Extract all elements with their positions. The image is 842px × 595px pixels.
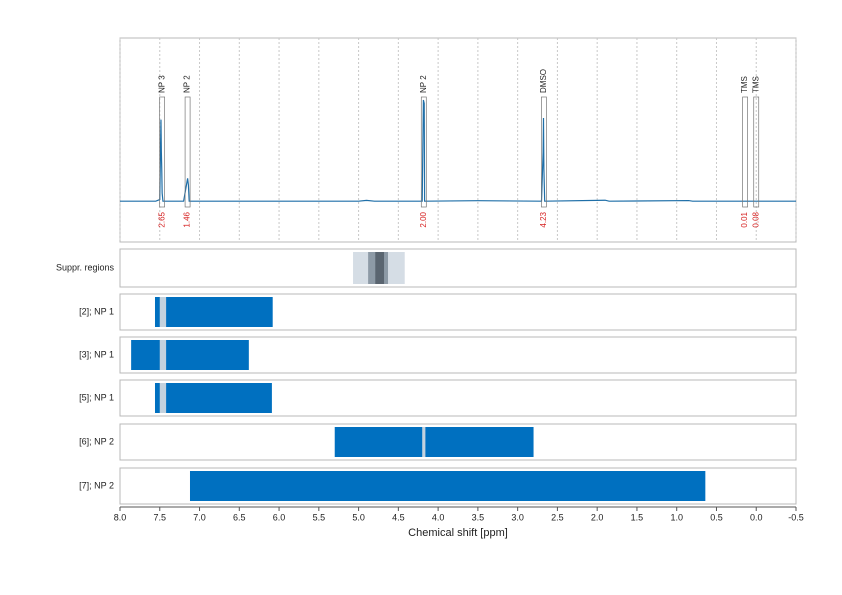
x-tick-label: 4.5 [392, 512, 405, 522]
x-tick-label: 1.5 [631, 512, 644, 522]
integral-label: 2.65 [157, 211, 166, 227]
suppression-panel [119, 248, 797, 288]
region-label: [7]; NP 2 [79, 480, 114, 490]
integral-label: 1.46 [183, 211, 192, 227]
integral-label: 4.23 [539, 211, 548, 227]
region-bar [154, 383, 272, 413]
x-tick-label: -0.5 [788, 512, 804, 522]
peak-box [159, 96, 166, 208]
region-label: [2]; NP 1 [79, 306, 114, 316]
peak-label: DMSO [539, 69, 548, 93]
x-tick-label: 2.5 [551, 512, 564, 522]
x-tick-label: 6.5 [233, 512, 246, 522]
x-tick-label: 7.0 [193, 512, 206, 522]
x-tick-label: 5.5 [313, 512, 326, 522]
region-bar [189, 471, 706, 501]
excluded-band [159, 383, 167, 413]
x-tick-label: 2.0 [591, 512, 604, 522]
x-tick-label: 3.5 [472, 512, 485, 522]
region-bar [154, 297, 273, 327]
x-tick-label: 0.5 [710, 512, 723, 522]
peak-label: NP 2 [183, 75, 192, 93]
peak-label: NP 3 [157, 75, 166, 93]
region-bar [334, 427, 534, 457]
peak-box [742, 96, 748, 208]
region-label: [6]; NP 2 [79, 436, 114, 446]
excluded-band [159, 340, 167, 370]
x-tick-label: 3.0 [511, 512, 524, 522]
peak-label: NP 2 [419, 75, 428, 93]
peak-box [753, 96, 760, 208]
x-tick-label: 7.5 [154, 512, 167, 522]
x-axis-label: Chemical shift [ppm] [408, 527, 508, 539]
x-tick-label: 1.0 [670, 512, 683, 522]
x-tick-label: 6.0 [273, 512, 286, 522]
region-bar [131, 340, 249, 370]
peak-label: TMS [751, 76, 760, 93]
integral-label: 0.08 [751, 211, 760, 227]
excluded-band [159, 297, 167, 327]
region-label: [5]; NP 1 [79, 392, 114, 402]
region-label: [3]; NP 1 [79, 349, 114, 359]
peak-label: TMS [740, 76, 749, 93]
peak-box [420, 96, 427, 208]
suppression-region [375, 252, 385, 284]
x-tick-label: 4.0 [432, 512, 445, 522]
integral-label: 0.01 [740, 211, 749, 227]
excluded-band [422, 427, 426, 457]
peak-box [541, 96, 547, 208]
suppression-label: Suppr. regions [56, 262, 115, 272]
peak-box [184, 96, 191, 208]
spectrum-panel [119, 37, 797, 243]
integral-label: 2.00 [419, 211, 428, 227]
x-tick-label: 5.0 [352, 512, 365, 522]
spectrum-line [120, 99, 796, 202]
x-tick-label: 8.0 [114, 512, 127, 522]
x-tick-label: 0.0 [750, 512, 763, 522]
